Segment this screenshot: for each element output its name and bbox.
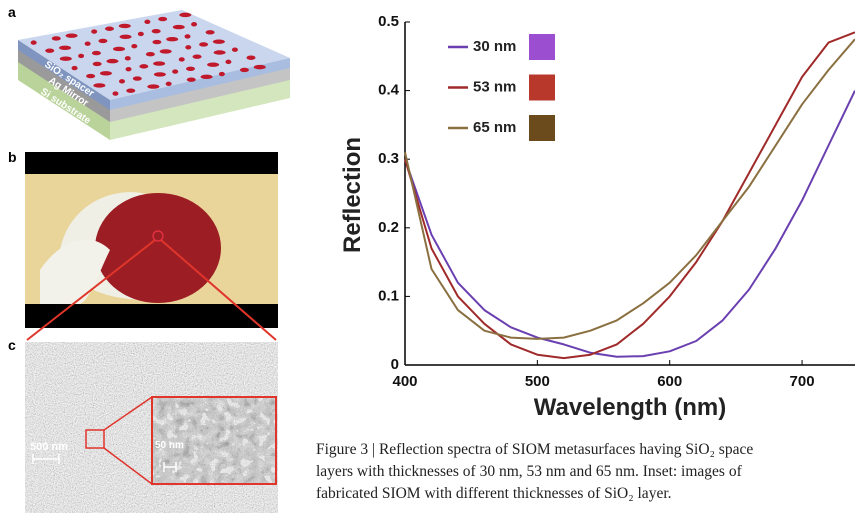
legend-swatch — [529, 34, 555, 60]
particle — [154, 72, 166, 76]
figure: a SiO₂ spacer Ag Mirror Si substrate b c — [0, 0, 855, 513]
particle — [98, 39, 107, 43]
particle — [160, 49, 172, 53]
particle — [91, 29, 97, 33]
particle — [59, 46, 71, 50]
caption-line: Figure 3 | Reflection spectra of SIOM me… — [316, 441, 753, 458]
particle — [187, 77, 196, 81]
particle — [173, 25, 185, 29]
particle — [166, 37, 178, 41]
caption-line: layers with thicknesses of 30 nm, 53 nm … — [316, 463, 743, 480]
particle — [85, 42, 91, 46]
particle — [213, 39, 225, 43]
particle — [152, 40, 161, 44]
particle — [119, 79, 125, 83]
sem-image — [25, 342, 278, 513]
particle — [106, 59, 118, 63]
particle — [166, 82, 172, 86]
particle — [232, 48, 238, 52]
chart: 0 0.1 0.2 0.3 0.4 0.5 400 500 600 700 Wavelength (… — [339, 13, 855, 421]
particle — [254, 65, 266, 69]
particle — [199, 42, 208, 46]
particle — [119, 24, 131, 28]
particle — [60, 56, 72, 60]
caption-line: fabricated SIOM with different thickness… — [316, 485, 672, 502]
particle — [139, 64, 148, 68]
y-tick-label: 0.2 — [378, 219, 399, 236]
particle — [105, 27, 114, 31]
particle — [201, 75, 213, 79]
particle — [93, 62, 102, 66]
x-axis-title: Wavelength (nm) — [534, 394, 726, 421]
y-tick-label: 0.1 — [378, 287, 399, 304]
particle — [152, 29, 161, 33]
y-tick-label: 0.4 — [378, 82, 400, 99]
particle — [214, 50, 226, 54]
particle — [144, 20, 150, 24]
legend-label: 30 nm — [473, 38, 516, 55]
panel-label: a — [8, 4, 16, 20]
particle — [92, 51, 101, 55]
x-tick-label: 500 — [525, 373, 550, 390]
particle — [78, 54, 84, 58]
particle — [225, 60, 231, 64]
particle — [219, 72, 225, 76]
particle — [247, 56, 256, 60]
y-tick-label: 0.3 — [378, 150, 399, 167]
panel-label: c — [8, 337, 16, 353]
y-tick-label: 0.5 — [378, 13, 399, 30]
legend-label: 53 nm — [473, 78, 516, 95]
y-tick-label: 0 — [391, 356, 399, 373]
particle — [72, 66, 78, 70]
particle — [120, 35, 132, 39]
particle — [193, 54, 202, 58]
y-axis-title: Reflection — [339, 137, 366, 253]
particle — [207, 62, 219, 66]
particle — [112, 91, 118, 95]
particle — [206, 30, 215, 34]
particle — [126, 89, 135, 93]
legend-swatch — [529, 115, 555, 141]
particle — [93, 83, 105, 87]
x-tick-label: 700 — [790, 373, 815, 390]
particle — [185, 45, 191, 49]
particle — [131, 44, 137, 48]
particle — [240, 68, 249, 72]
particle — [138, 32, 144, 36]
particle — [191, 22, 197, 26]
particle — [113, 47, 125, 51]
particle — [185, 34, 191, 38]
particle — [66, 33, 78, 37]
particle — [147, 84, 159, 88]
particle — [179, 13, 191, 17]
wafer-photo — [25, 152, 278, 328]
particle — [125, 56, 131, 60]
particle — [179, 57, 185, 61]
particle — [133, 76, 142, 80]
particle — [186, 67, 195, 71]
scale-label: 500 nm — [30, 441, 68, 453]
panel-label: b — [8, 149, 17, 165]
particle — [52, 36, 61, 40]
particle — [45, 48, 54, 52]
particle — [172, 69, 178, 73]
legend-label: 65 nm — [473, 119, 516, 136]
legend-swatch — [529, 75, 555, 101]
scale-label: 50 nm — [155, 440, 184, 451]
x-tick-label: 600 — [657, 373, 682, 390]
particle — [158, 17, 167, 21]
particle — [153, 61, 165, 65]
particle — [86, 74, 95, 78]
x-tick-label: 400 — [392, 373, 417, 390]
particle — [31, 40, 37, 44]
particle — [146, 52, 155, 56]
particle — [100, 71, 112, 75]
particle — [126, 67, 132, 71]
